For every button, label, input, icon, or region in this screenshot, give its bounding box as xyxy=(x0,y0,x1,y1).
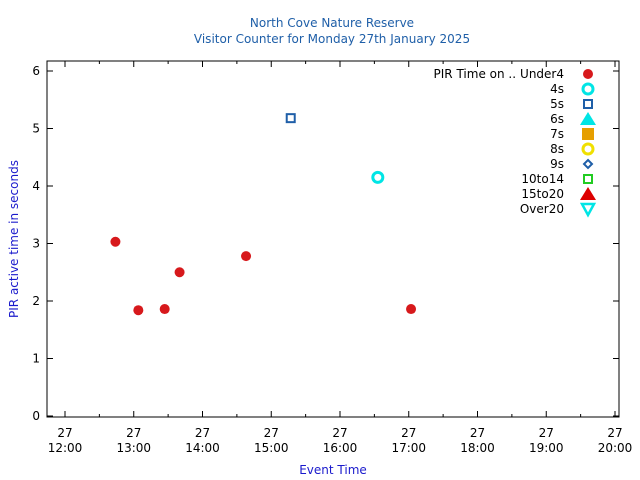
x-tick-time-label: 14:00 xyxy=(185,441,220,455)
x-tick-time-label: 13:00 xyxy=(116,441,151,455)
x-tick-day-label: 27 xyxy=(607,426,622,440)
y-axis-label: PIR active time in seconds xyxy=(7,160,21,318)
x-tick-day-label: 27 xyxy=(470,426,485,440)
x-axis-label: Event Time xyxy=(299,463,367,477)
data-point xyxy=(371,170,385,184)
y-tick-label: 4 xyxy=(32,179,40,193)
legend-label: 7s xyxy=(550,127,564,141)
y-tick-label: 1 xyxy=(32,352,40,366)
x-tick-time-label: 17:00 xyxy=(391,441,426,455)
legend-title: PIR Time on .. xyxy=(434,67,517,81)
legend-marker xyxy=(582,128,594,140)
data-point xyxy=(406,304,417,315)
x-tick-day-label: 27 xyxy=(401,426,416,440)
x-tick-day-label: 27 xyxy=(539,426,554,440)
x-tick-time-label: 20:00 xyxy=(598,441,633,455)
legend-marker xyxy=(580,112,596,125)
x-tick-time-label: 18:00 xyxy=(460,441,495,455)
x-tick-day-label: 27 xyxy=(57,426,72,440)
legend-label: 9s xyxy=(550,157,564,171)
x-tick-time-label: 12:00 xyxy=(48,441,83,455)
legend-label: Under4 xyxy=(520,67,564,81)
legend-label: 6s xyxy=(550,112,564,126)
legend-label: 5s xyxy=(550,97,564,111)
data-point xyxy=(285,113,296,124)
plot-frame xyxy=(46,60,620,418)
legend-marker xyxy=(581,142,595,156)
y-tick-label: 0 xyxy=(32,409,40,423)
legend-label: Over20 xyxy=(520,202,564,216)
legend-label: 4s xyxy=(550,82,564,96)
data-point xyxy=(110,236,121,247)
y-tick-label: 5 xyxy=(32,122,40,136)
data-points xyxy=(110,113,417,316)
x-tick-time-label: 19:00 xyxy=(529,441,564,455)
legend-label: 8s xyxy=(550,142,564,156)
chart-title: North Cove Nature Reserve xyxy=(250,16,414,30)
legend-label: 10to14 xyxy=(521,172,564,186)
x-tick-day-label: 27 xyxy=(332,426,347,440)
chart-subtitle: Visitor Counter for Monday 27th January … xyxy=(194,32,470,46)
x-axis: 2712:002713:002714:002715:002716:002717:… xyxy=(48,61,633,455)
y-axis: 0 1 2 3 4 5 6 xyxy=(32,64,619,423)
data-point xyxy=(241,251,252,262)
data-point xyxy=(159,304,170,315)
legend-marker xyxy=(581,82,595,96)
x-tick-time-label: 16:00 xyxy=(323,441,358,455)
y-tick-label: 3 xyxy=(32,237,40,251)
x-tick-day-label: 27 xyxy=(126,426,141,440)
legend-marker xyxy=(583,69,593,79)
legend-marker xyxy=(582,158,594,170)
legend-label: 15to20 xyxy=(521,187,564,201)
x-tick-day-label: 27 xyxy=(195,426,210,440)
y-tick-label: 6 xyxy=(32,64,40,78)
data-point xyxy=(174,267,185,278)
x-tick-day-label: 27 xyxy=(264,426,279,440)
x-tick-time-label: 15:00 xyxy=(254,441,289,455)
legend-marker xyxy=(583,99,593,109)
legend-marker xyxy=(580,187,596,200)
y-tick-label: 2 xyxy=(32,294,40,308)
legend-marker xyxy=(579,202,597,218)
data-point xyxy=(133,305,144,316)
legend-marker xyxy=(583,174,593,184)
